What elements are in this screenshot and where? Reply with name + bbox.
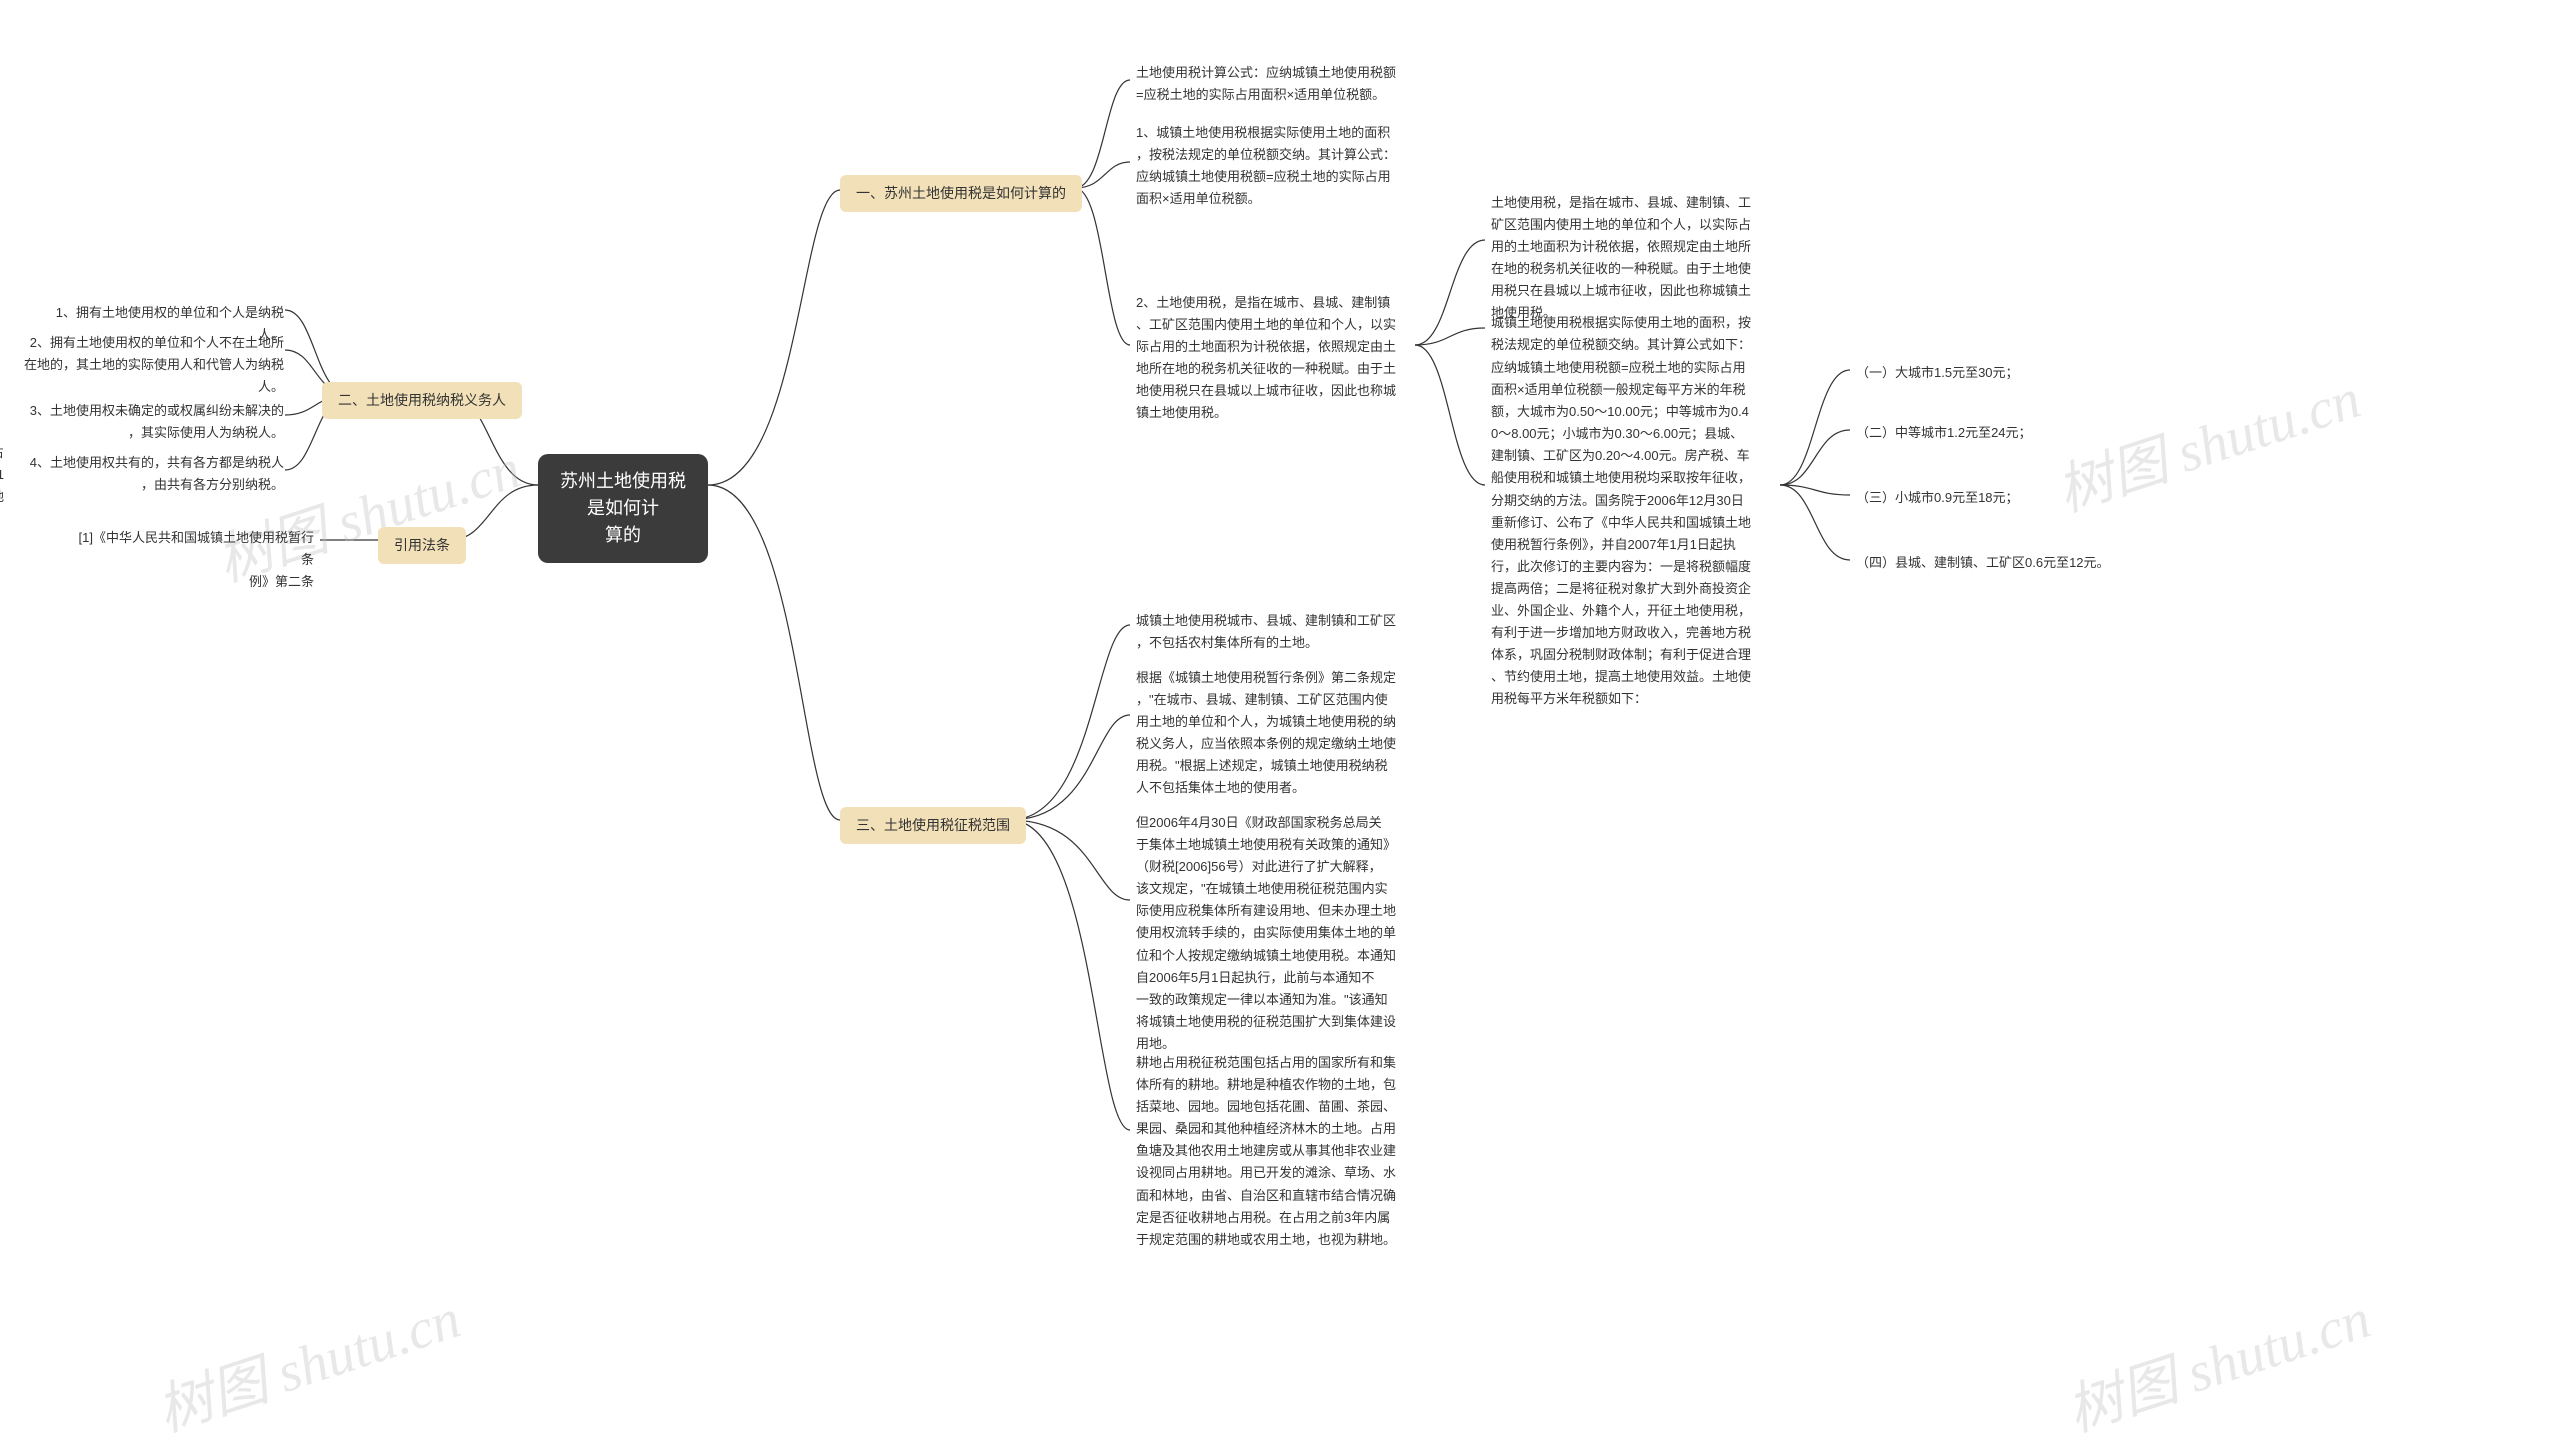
leaf-s1a: 土地使用税计算公式：应纳城镇土地使用税额 =应税土地的实际占用面积×适用单位税额… <box>1130 60 1420 108</box>
leaf-s3b: 根据《城镇土地使用税暂行条例》第二条规定 ，"在城市、县城、建制镇、工矿区范围内… <box>1130 665 1430 802</box>
root-node[interactable]: 苏州土地使用税是如何计 算的 <box>538 454 708 563</box>
section-4[interactable]: 引用法条 <box>378 527 466 564</box>
leaf-s3c: 但2006年4月30日《财政部国家税务总局关 于集体土地城镇土地使用税有关政策的… <box>1130 810 1430 1057</box>
leaf-s1c: 2、土地使用税，是指在城市、县城、建制镇 、工矿区范围内使用土地的单位和个人，以… <box>1130 290 1420 427</box>
leaf-s1c3d: （四）县城、建制镇、工矿区0.6元至12元。 <box>1850 550 2150 576</box>
leaf-s2b: 2、拥有土地使用权的单位和个人不在土地所 在地的，其土地的实际使用人和代管人为纳… <box>16 330 290 400</box>
leaf-s2c: 3、土地使用权未确定的或权属纠纷未解决的 ，其实际使用人为纳税人。 <box>16 398 290 446</box>
leaf-s1c3a: （一）大城市1.5元至30元； <box>1850 360 2100 386</box>
leaf-s1c3: 应纳城镇土地使用税额=应税土地的实际占用 面积×适用单位税额一般规定每平方米的年… <box>1485 355 1785 713</box>
leaf-s3d: 耕地占用税征税范围包括占用的国家所有和集 体所有的耕地。耕地是种植农作物的土地，… <box>1130 1050 1430 1253</box>
leaf-s2d: 4、土地使用权共有的，共有各方都是纳税人 ，由共有各方分别纳税。 <box>16 450 290 498</box>
leaf-s1c3c: （三）小城市0.9元至18元； <box>1850 485 2100 511</box>
leaf-s1c3b: （二）中等城市1.2元至24元； <box>1850 420 2100 446</box>
watermark-3: 树图 shutu.cn <box>145 1273 469 1447</box>
leaf-s4a: [1]《中华人民共和国城镇土地使用税暂行条 例》第二条 <box>60 525 320 595</box>
section-2[interactable]: 二、土地使用税纳税义务人 <box>322 382 522 419</box>
leaf-s1c1: 土地使用税，是指在城市、县城、建制镇、工 矿区范围内使用土地的单位和个人，以实际… <box>1485 190 1785 327</box>
leaf-s2d1: 例如：几个单位共有一块土地使用权，一方占 60%，另两方各占20%，如果算出的税… <box>0 440 10 532</box>
section-3[interactable]: 三、土地使用税征税范围 <box>840 807 1026 844</box>
watermark-4: 树图 shutu.cn <box>2055 1273 2379 1447</box>
leaf-s3a: 城镇土地使用税城市、县城、建制镇和工矿区 ，不包括农村集体所有的土地。 <box>1130 608 1430 656</box>
leaf-s1b: 1、城镇土地使用税根据实际使用土地的面积 ，按税法规定的单位税额交纳。其计算公式… <box>1130 120 1420 212</box>
section-1[interactable]: 一、苏州土地使用税是如何计算的 <box>840 175 1082 212</box>
leaf-s1c2: 城镇土地使用税根据实际使用土地的面积，按 税法规定的单位税额交纳。其计算公式如下… <box>1485 310 1785 358</box>
